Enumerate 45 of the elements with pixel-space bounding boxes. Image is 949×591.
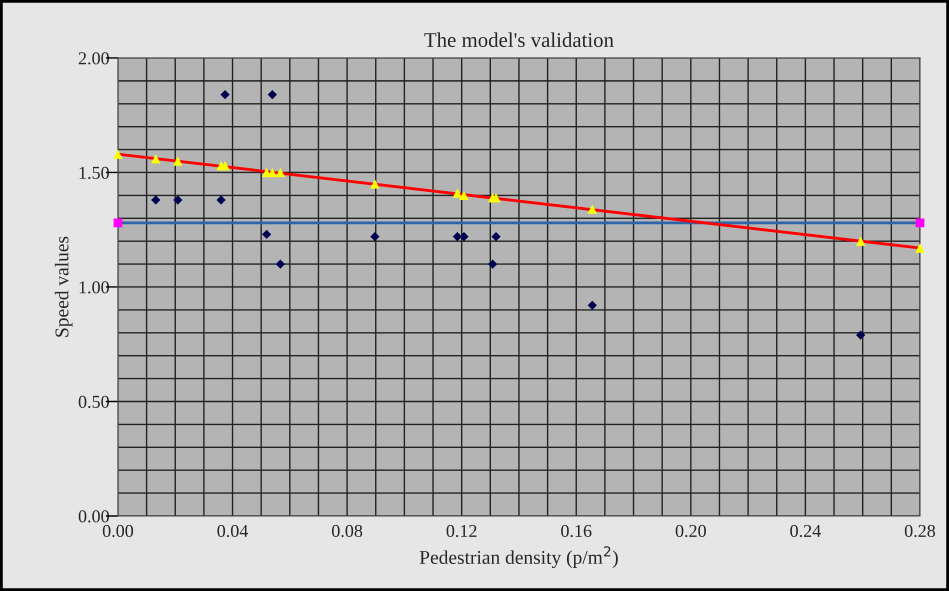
point — [220, 90, 230, 100]
point — [173, 195, 182, 205]
point — [276, 259, 285, 269]
x-tick-label: 0.00 — [102, 524, 134, 538]
point — [452, 232, 462, 242]
x-tick-label: 0.08 — [332, 524, 362, 538]
y-tick-label: 0.50 — [78, 396, 109, 408]
y-tick-label: 1.00 — [80, 281, 109, 294]
point — [276, 168, 286, 178]
point — [856, 236, 866, 246]
chart-title: The model's validation — [424, 32, 614, 48]
point — [151, 154, 160, 164]
point — [268, 90, 277, 100]
point — [370, 232, 380, 242]
point — [370, 179, 380, 189]
point — [916, 218, 924, 228]
point — [488, 259, 498, 269]
x-axis-title: Pedestrian density (p/m$^{2}$) — [420, 546, 618, 568]
x-tick-label: 0.20 — [676, 524, 706, 538]
x-tick-label: 0.28 — [904, 524, 936, 538]
y-tick-label: 1.50 — [80, 166, 109, 180]
point — [459, 190, 469, 200]
x-tick-label: 0.24 — [790, 524, 821, 538]
point — [491, 193, 501, 202]
point — [216, 195, 226, 205]
point — [856, 330, 866, 340]
point — [220, 160, 230, 170]
point — [491, 232, 501, 242]
point — [173, 156, 182, 166]
point — [151, 195, 160, 205]
point — [114, 218, 122, 228]
x-tick-label: 0.04 — [217, 524, 248, 538]
y-axis-title: Speed values — [54, 236, 72, 337]
point — [262, 230, 272, 239]
x-tick-label: 0.12 — [446, 524, 476, 538]
y-tick-label: 2.00 — [78, 52, 109, 64]
x-tick-label: 0.16 — [561, 524, 592, 538]
point — [113, 150, 123, 159]
point — [915, 243, 925, 253]
point — [452, 188, 462, 198]
point — [459, 232, 469, 242]
point — [588, 204, 597, 214]
y-tick-label: 0.00 — [78, 510, 109, 523]
point — [588, 300, 597, 310]
point — [268, 168, 278, 178]
